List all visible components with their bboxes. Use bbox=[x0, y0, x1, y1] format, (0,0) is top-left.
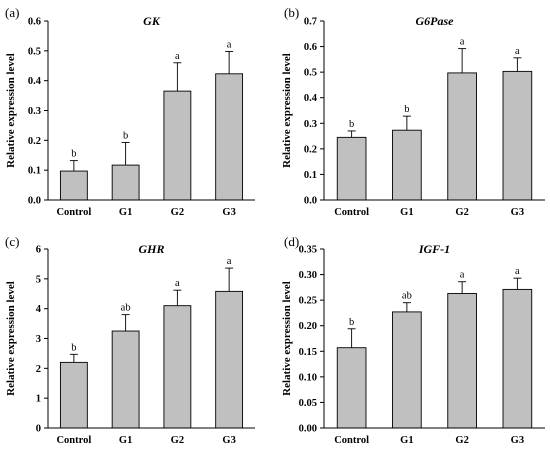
y-tick-label: 0.5 bbox=[28, 46, 41, 57]
bar-g2 bbox=[447, 72, 477, 201]
y-tick-label: 0.10 bbox=[299, 372, 317, 383]
y-tick-label: 3 bbox=[36, 334, 41, 345]
bar-control bbox=[59, 170, 88, 201]
x-tick-label: G1 bbox=[119, 435, 132, 446]
y-tick-label: 0.2 bbox=[28, 136, 41, 147]
y-tick-label: 0.7 bbox=[304, 17, 317, 28]
y-tick-label: 2 bbox=[36, 364, 41, 375]
y-tick-label: 5 bbox=[36, 274, 41, 285]
x-tick-label: G2 bbox=[455, 207, 468, 218]
y-tick-label: 0.00 bbox=[299, 424, 317, 435]
x-tick-label: G3 bbox=[511, 207, 524, 218]
bar-g2 bbox=[163, 90, 192, 201]
x-tick-label: G3 bbox=[222, 207, 235, 218]
y-tick-label: 0.4 bbox=[28, 76, 42, 87]
bar-control bbox=[336, 347, 367, 429]
panel-label: (b) bbox=[284, 5, 299, 20]
panel-label: (d) bbox=[284, 234, 299, 249]
y-tick-label: 0.25 bbox=[299, 296, 317, 307]
bar-g3 bbox=[215, 73, 244, 201]
y-tick-label: 0.3 bbox=[28, 106, 41, 117]
significance-label: b bbox=[71, 149, 76, 160]
y-tick-label: 4 bbox=[36, 304, 42, 315]
y-tick-label: 0.6 bbox=[304, 42, 317, 53]
significance-label: a bbox=[175, 51, 180, 62]
x-tick-label: G2 bbox=[171, 435, 184, 446]
x-tick-label: Control bbox=[334, 207, 369, 218]
x-tick-label: G1 bbox=[400, 207, 413, 218]
y-tick-label: 0 bbox=[36, 424, 41, 435]
y-tick-label: 0.30 bbox=[299, 270, 317, 281]
y-axis-label: Relative expression level bbox=[281, 53, 293, 168]
chart-title: GHR bbox=[138, 242, 164, 256]
x-tick-label: Control bbox=[56, 435, 91, 446]
y-tick-label: 0.20 bbox=[299, 321, 317, 332]
x-tick-label: G3 bbox=[222, 435, 235, 446]
bar-g3 bbox=[502, 288, 533, 429]
chart-panel-1: (b) G6Pase Relative expression level 0.0 0.1… bbox=[281, 5, 545, 218]
bar-g3 bbox=[215, 290, 244, 429]
y-tick-label: 0.05 bbox=[299, 398, 317, 409]
significance-label: a bbox=[227, 39, 232, 50]
y-tick-label: 0.0 bbox=[28, 196, 41, 207]
y-tick-label: 0.0 bbox=[304, 196, 317, 207]
significance-label: a bbox=[515, 46, 520, 57]
y-tick-label: 1 bbox=[36, 394, 41, 405]
y-tick-label: 0.15 bbox=[299, 347, 317, 358]
significance-label: b bbox=[404, 104, 409, 115]
y-tick-label: 0.6 bbox=[28, 17, 41, 28]
bar-g1 bbox=[111, 164, 140, 201]
significance-label: a bbox=[460, 37, 465, 48]
significance-label: a bbox=[227, 256, 232, 267]
significance-label: a bbox=[460, 270, 465, 281]
y-tick-label: 0.3 bbox=[304, 119, 317, 130]
y-axis-label: Relative expression level bbox=[281, 281, 293, 396]
significance-label: ab bbox=[402, 291, 412, 302]
chart-panel-2: (c) GHR Relative expression level 0 1 2 3 4 5 6 b C… bbox=[5, 234, 255, 446]
x-tick-label: G1 bbox=[119, 207, 132, 218]
significance-label: a bbox=[175, 278, 180, 289]
bar-control bbox=[336, 136, 367, 201]
y-tick-label: 0.1 bbox=[304, 170, 317, 181]
x-tick-label: Control bbox=[334, 435, 369, 446]
chart-title: GK bbox=[143, 14, 161, 28]
bar-g2 bbox=[163, 305, 192, 429]
significance-label: b bbox=[71, 342, 76, 353]
y-axis-label: Relative expression level bbox=[5, 281, 17, 396]
y-tick-label: 0.2 bbox=[304, 144, 317, 155]
x-tick-label: G1 bbox=[400, 435, 413, 446]
significance-label: b bbox=[349, 119, 354, 130]
x-tick-label: G2 bbox=[171, 207, 184, 218]
bar-g1 bbox=[392, 311, 422, 429]
x-tick-label: G2 bbox=[455, 435, 468, 446]
bar-g1 bbox=[111, 330, 140, 429]
significance-label: a bbox=[515, 266, 520, 277]
panel-label: (c) bbox=[5, 234, 19, 249]
chart-panel-0: (a) GK Relative expression level 0.0 0.1 0.2 0… bbox=[5, 5, 255, 218]
bar-g2 bbox=[447, 293, 477, 429]
y-tick-label: 0.4 bbox=[304, 93, 318, 104]
significance-label: b bbox=[123, 130, 128, 141]
significance-label: b bbox=[349, 317, 354, 328]
y-tick-label: 0.5 bbox=[304, 68, 317, 79]
panel-label: (a) bbox=[5, 5, 19, 20]
x-tick-label: Control bbox=[56, 207, 91, 218]
chart-title: IGF-1 bbox=[418, 242, 450, 256]
y-tick-label: 6 bbox=[36, 245, 41, 256]
significance-label: ab bbox=[121, 303, 131, 314]
bar-g1 bbox=[392, 129, 422, 201]
x-tick-label: G3 bbox=[511, 435, 524, 446]
chart-title: G6Pase bbox=[416, 14, 455, 28]
y-axis-label: Relative expression level bbox=[5, 53, 17, 168]
bar-control bbox=[59, 361, 88, 429]
chart-panel-3: (d) IGF-1 Relative expression level 0.00 0.0… bbox=[281, 234, 545, 446]
bar-g3 bbox=[502, 70, 533, 201]
y-tick-label: 0.35 bbox=[299, 245, 317, 256]
y-tick-label: 0.1 bbox=[28, 166, 41, 177]
